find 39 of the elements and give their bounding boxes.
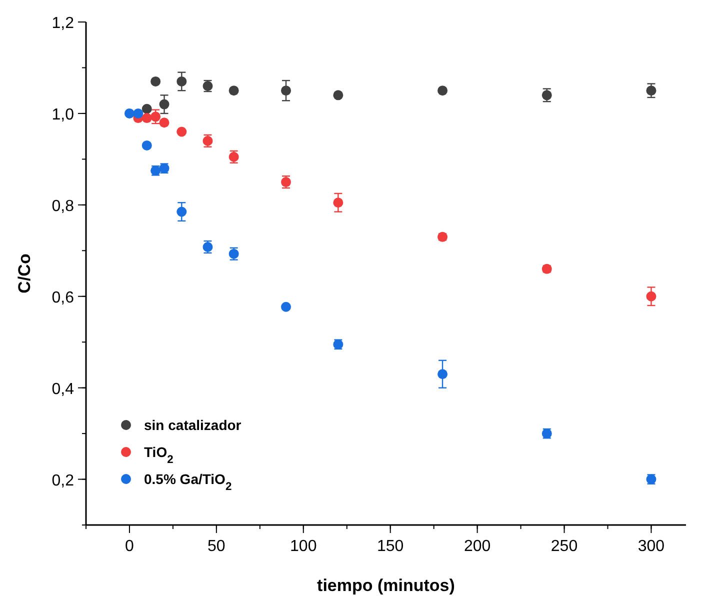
point [646, 86, 656, 96]
point [333, 90, 344, 100]
legend-label: TiO$_{2}$ [144, 444, 174, 466]
legend-label: sin catalizador [144, 417, 242, 433]
y-tick-label: 0,6 [52, 289, 74, 306]
point [646, 291, 656, 302]
point [228, 86, 239, 96]
point [281, 86, 291, 96]
point [124, 108, 134, 118]
point [142, 113, 152, 124]
point [438, 86, 448, 96]
x-tick-label: 250 [550, 538, 578, 555]
y-tick-label: 1,2 [52, 15, 74, 32]
y-tick-label: 0,2 [52, 472, 74, 490]
point [281, 302, 291, 312]
legend-label: 0.5% Ga/TiO$_{2}$ [144, 471, 232, 493]
x-tick-label: 150 [376, 538, 404, 555]
point [438, 369, 448, 380]
y-tick-label: 0,8 [52, 198, 74, 215]
point [159, 99, 170, 110]
point [150, 76, 161, 86]
x-tick-label: 200 [464, 538, 491, 555]
y-tick-label: 1,0 [52, 106, 74, 124]
point [142, 140, 152, 150]
point [176, 126, 187, 137]
point [333, 198, 344, 208]
y-tick-label: 0,4 [52, 380, 74, 398]
point [150, 112, 161, 122]
y-axis-title: C/Co [15, 254, 34, 294]
x-tick-label: 100 [290, 538, 317, 555]
point [176, 76, 187, 86]
x-tick-label: 300 [638, 538, 665, 555]
x-axis-title: tiempo (minutos) [317, 576, 455, 595]
point [176, 206, 187, 217]
x-tick-label: 50 [208, 538, 226, 555]
point [133, 108, 144, 118]
point [142, 104, 152, 114]
x-tick-label: 0 [125, 538, 134, 555]
point [159, 118, 170, 128]
